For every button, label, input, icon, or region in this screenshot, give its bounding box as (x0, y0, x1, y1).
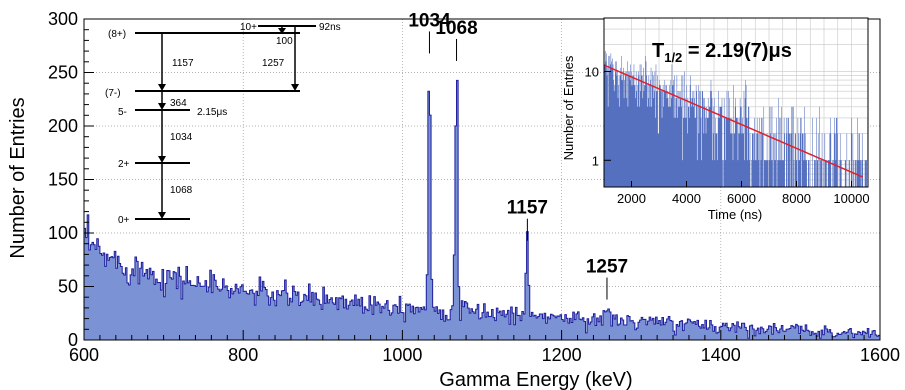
inset-y-tick-label: 1 (592, 153, 599, 168)
main-y-axis-label: Number of Entries (7, 97, 29, 258)
main-x-tick-label: 800 (228, 345, 258, 365)
transition-label-1157: 1157 (172, 58, 194, 69)
main-x-axis: 600 800 1000 1200 1400 1600 (69, 330, 900, 365)
level-scheme-diagram: (8+) (7-) 5- 2.15μs 2+ 0+ 10+ 92ns 1157 … (105, 22, 341, 226)
decay-histogram (604, 51, 868, 187)
half-life-subscript: 1/2 (664, 50, 682, 65)
inset-x-axis-label: Time (ns) (708, 207, 762, 222)
transition-364 (158, 91, 166, 110)
main-x-tick-label: 1600 (860, 345, 900, 365)
level-label-5minus: 5- (118, 107, 127, 118)
main-y-tick-label: 150 (48, 170, 78, 190)
half-life-annotation: T1/2 = 2.19(7)μs (652, 40, 792, 65)
main-y-tick-label: 250 (48, 63, 78, 83)
energy-histogram-line (84, 79, 880, 339)
peak-label-1257: 1257 (586, 257, 628, 278)
transition-1068 (158, 163, 166, 219)
inset-x-axis: 2000 4000 6000 8000 10000 (617, 181, 870, 206)
transition-100 (278, 26, 286, 34)
main-y-tick-label: 100 (48, 223, 78, 243)
half-life-symbol: T (652, 40, 664, 62)
transition-label-100: 100 (276, 36, 293, 47)
inset-decay-chart: 2000 4000 6000 8000 10000 1 10 T1/2 = 2.19(7)… (561, 17, 870, 222)
main-x-tick-label: 1000 (382, 345, 422, 365)
transition-1257 (291, 26, 299, 91)
peak-label-1157: 1157 (507, 198, 548, 219)
level-label-2plus: 2+ (118, 159, 130, 170)
main-y-tick-label: 300 (48, 9, 78, 29)
peak-label-1034: 1034 (408, 10, 451, 31)
inset-x-tick-label: 8000 (782, 191, 811, 206)
inset-plot-frame (603, 17, 869, 188)
energy-histogram-fill (84, 80, 880, 340)
main-y-tick-label: 200 (48, 116, 78, 136)
main-y-tick-label: 50 (58, 277, 78, 297)
half-life-value: = 2.19(7)μs (682, 40, 792, 62)
inset-y-axis-label: Number of Entries (561, 55, 576, 160)
main-x-axis-label: Gamma Energy (keV) (439, 369, 632, 390)
level-lifetime-10plus: 92ns (319, 22, 341, 33)
level-lifetime-5minus: 2.15μs (197, 107, 227, 118)
main-x-tick-label: 1200 (542, 345, 582, 365)
inset-y-tick-label: 10 (585, 64, 599, 79)
transition-label-1068: 1068 (170, 185, 193, 196)
level-label-0plus: 0+ (118, 215, 130, 226)
level-label-8plus: (8+) (108, 29, 126, 40)
inset-x-tick-label: 10000 (833, 191, 869, 206)
inset-y-axis: 1 10 (585, 64, 611, 168)
main-x-tick-label: 600 (69, 345, 99, 365)
transition-1034 (158, 110, 166, 163)
level-label-10plus: 10+ (240, 22, 257, 33)
inset-x-tick-label: 6000 (727, 191, 756, 206)
main-y-tick-label: 0 (68, 330, 78, 350)
inset-x-tick-label: 2000 (617, 191, 646, 206)
main-y-axis: 0 50 100 150 200 250 300 (48, 9, 94, 350)
level-label-7minus: (7-) (105, 88, 121, 99)
transition-label-1257: 1257 (262, 58, 285, 69)
transition-label-364: 364 (170, 98, 187, 109)
inset-x-tick-label: 4000 (672, 191, 701, 206)
main-x-tick-label: 1400 (701, 345, 741, 365)
transition-label-1034: 1034 (170, 132, 193, 143)
peak-label-1068: 1068 (435, 18, 477, 39)
transition-1157 (158, 33, 166, 91)
exponential-fit-line (603, 64, 863, 178)
